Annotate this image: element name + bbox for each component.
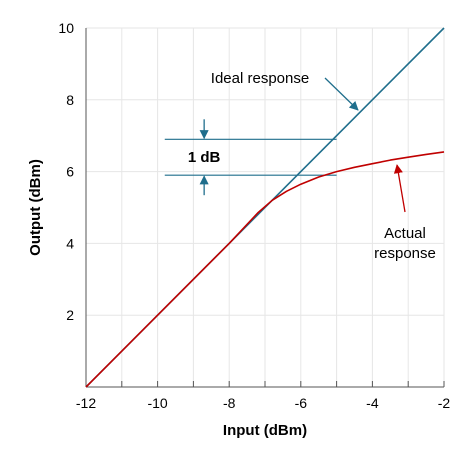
ideal-response-arrow	[324, 77, 359, 111]
axes: -12 -10 -8 -6 -4 -2 2 4 6 8 10 Input (dBm) Output (d…	[27, 20, 450, 439]
ideal-response-label: Ideal response	[211, 70, 309, 87]
y-axis-title: Output (dBm)	[27, 159, 44, 256]
x-tick-label: -6	[295, 395, 308, 411]
labels: Ideal response Actual response	[211, 70, 436, 262]
y-tick-label: 10	[58, 20, 74, 36]
y-tick-label: 8	[66, 92, 74, 108]
x-tick-label: -8	[223, 395, 236, 411]
actual-response-label: Actual	[384, 225, 426, 242]
y-tick-label: 4	[66, 235, 74, 251]
actual-response-arrow	[393, 164, 406, 213]
x-tick-label: -10	[147, 395, 167, 411]
x-tick-label: -12	[76, 395, 96, 411]
y-tick-label: 2	[66, 307, 74, 323]
series	[85, 27, 445, 388]
actual-response-label: response	[374, 245, 436, 262]
x-tick-label: -2	[438, 395, 451, 411]
x-tick-label: -4	[366, 395, 379, 411]
x-axis-title: Input (dBm)	[223, 422, 307, 439]
compression-label: 1 dB	[188, 149, 221, 166]
y-tick-label: 6	[66, 164, 74, 180]
actual-response-line	[85, 151, 445, 388]
annotations: 1 dB	[164, 119, 337, 196]
